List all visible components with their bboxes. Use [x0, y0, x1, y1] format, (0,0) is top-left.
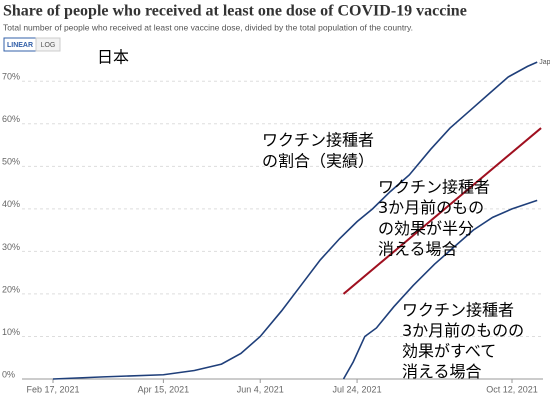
y-tick-label: 10%	[2, 327, 20, 337]
series-line	[342, 199, 538, 380]
annotation: の割合（実績）	[262, 152, 374, 171]
annotation: 3か月前のものの	[402, 321, 524, 340]
annotation: 消える場合	[402, 362, 482, 381]
y-tick-label: 30%	[2, 242, 20, 252]
log-button[interactable]	[35, 37, 61, 52]
x-tick-label: Feb 17, 2021	[26, 384, 79, 394]
annotation: ワクチン接種者	[378, 178, 490, 197]
linear-button-label[interactable]: LINEAR	[7, 42, 33, 49]
log-button-label[interactable]: LOG	[41, 42, 56, 49]
chart-title: Share of people who received at least on…	[3, 3, 467, 20]
chart-subtitle: Total number of people who received at l…	[3, 22, 413, 32]
y-tick-label: 20%	[2, 284, 20, 294]
annotation: ワクチン接種者	[402, 301, 514, 320]
y-tick-label: 50%	[2, 157, 20, 167]
series-label: Japan	[539, 59, 550, 66]
country-annotation: 日本	[97, 48, 129, 67]
annotation: 消える場合	[378, 240, 458, 259]
x-tick-label: Jun 4, 2021	[237, 384, 284, 394]
x-tick-label: Apr 15, 2021	[138, 384, 190, 394]
x-tick-label: Oct 12, 2021	[486, 384, 538, 394]
annotation: の効果が半分	[378, 219, 474, 238]
annotation: 3か月前のもの	[378, 198, 484, 217]
series-line	[342, 127, 542, 295]
x-tick-label: Jul 24, 2021	[333, 384, 382, 394]
annotation: 効果がすべて	[402, 342, 496, 361]
y-tick-label: 70%	[2, 72, 20, 82]
y-tick-label: 0%	[2, 369, 15, 379]
y-tick-label: 40%	[2, 199, 20, 209]
annotation: ワクチン接種者	[262, 131, 374, 150]
y-tick-label: 60%	[2, 114, 20, 124]
series-line	[52, 61, 538, 380]
